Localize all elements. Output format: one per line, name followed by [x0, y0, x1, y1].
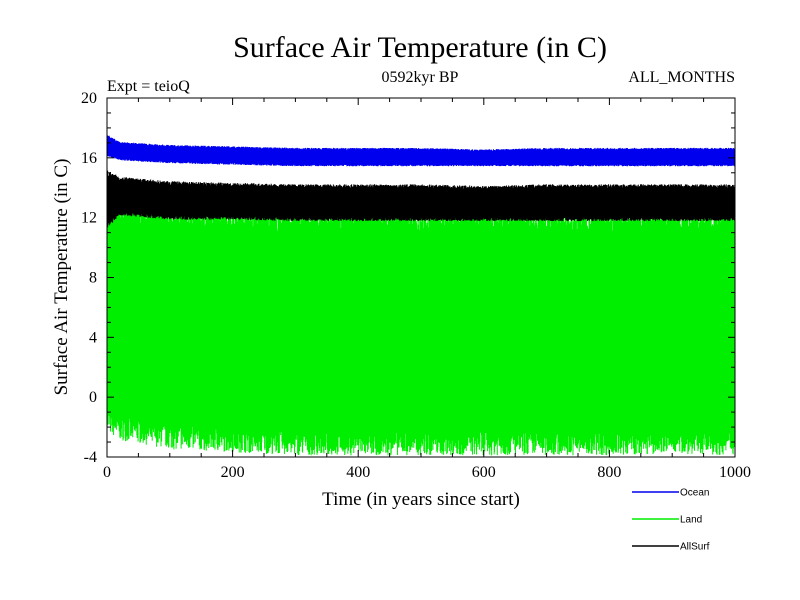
x-tick-label: 200 [221, 464, 245, 481]
y-tick-label: 16 [81, 150, 97, 167]
experiment-label: Expt = teioQ [107, 78, 190, 95]
y-tick-label: -4 [84, 449, 97, 466]
chart-title: Surface Air Temperature (in C) [233, 31, 607, 64]
y-tick-label: 20 [81, 90, 97, 107]
y-tick-label: 0 [89, 389, 97, 406]
y-axis-label: Surface Air Temperature (in C) [51, 159, 72, 396]
legend: Ocean Land AllSurf [632, 488, 710, 553]
allsurf-series-line [106, 170, 736, 228]
y-tick-label: 8 [89, 270, 97, 287]
x-tick-label: 600 [472, 464, 496, 481]
legend-label-allsurf: AllSurf [680, 542, 710, 553]
axis-layer: 0 200 400 600 800 1000 -4 0 4 8 12 16 20 [81, 90, 751, 481]
x-tick-label: 1000 [719, 464, 751, 481]
legend-label-land: Land [680, 515, 702, 526]
x-tick-label: 400 [346, 464, 370, 481]
land-series-line [106, 191, 736, 456]
months-label: ALL_MONTHS [628, 69, 735, 86]
y-tick-label: 4 [89, 329, 97, 346]
x-tick-label: 800 [597, 464, 621, 481]
y-tick-label: 12 [81, 210, 97, 227]
legend-label-ocean: Ocean [680, 488, 709, 499]
ocean-series-line [106, 135, 736, 167]
period-label: 0592kyr BP [382, 69, 459, 86]
x-axis-label: Time (in years since start) [322, 489, 520, 510]
x-tick-label: 0 [103, 464, 111, 481]
series-layer [106, 135, 736, 456]
